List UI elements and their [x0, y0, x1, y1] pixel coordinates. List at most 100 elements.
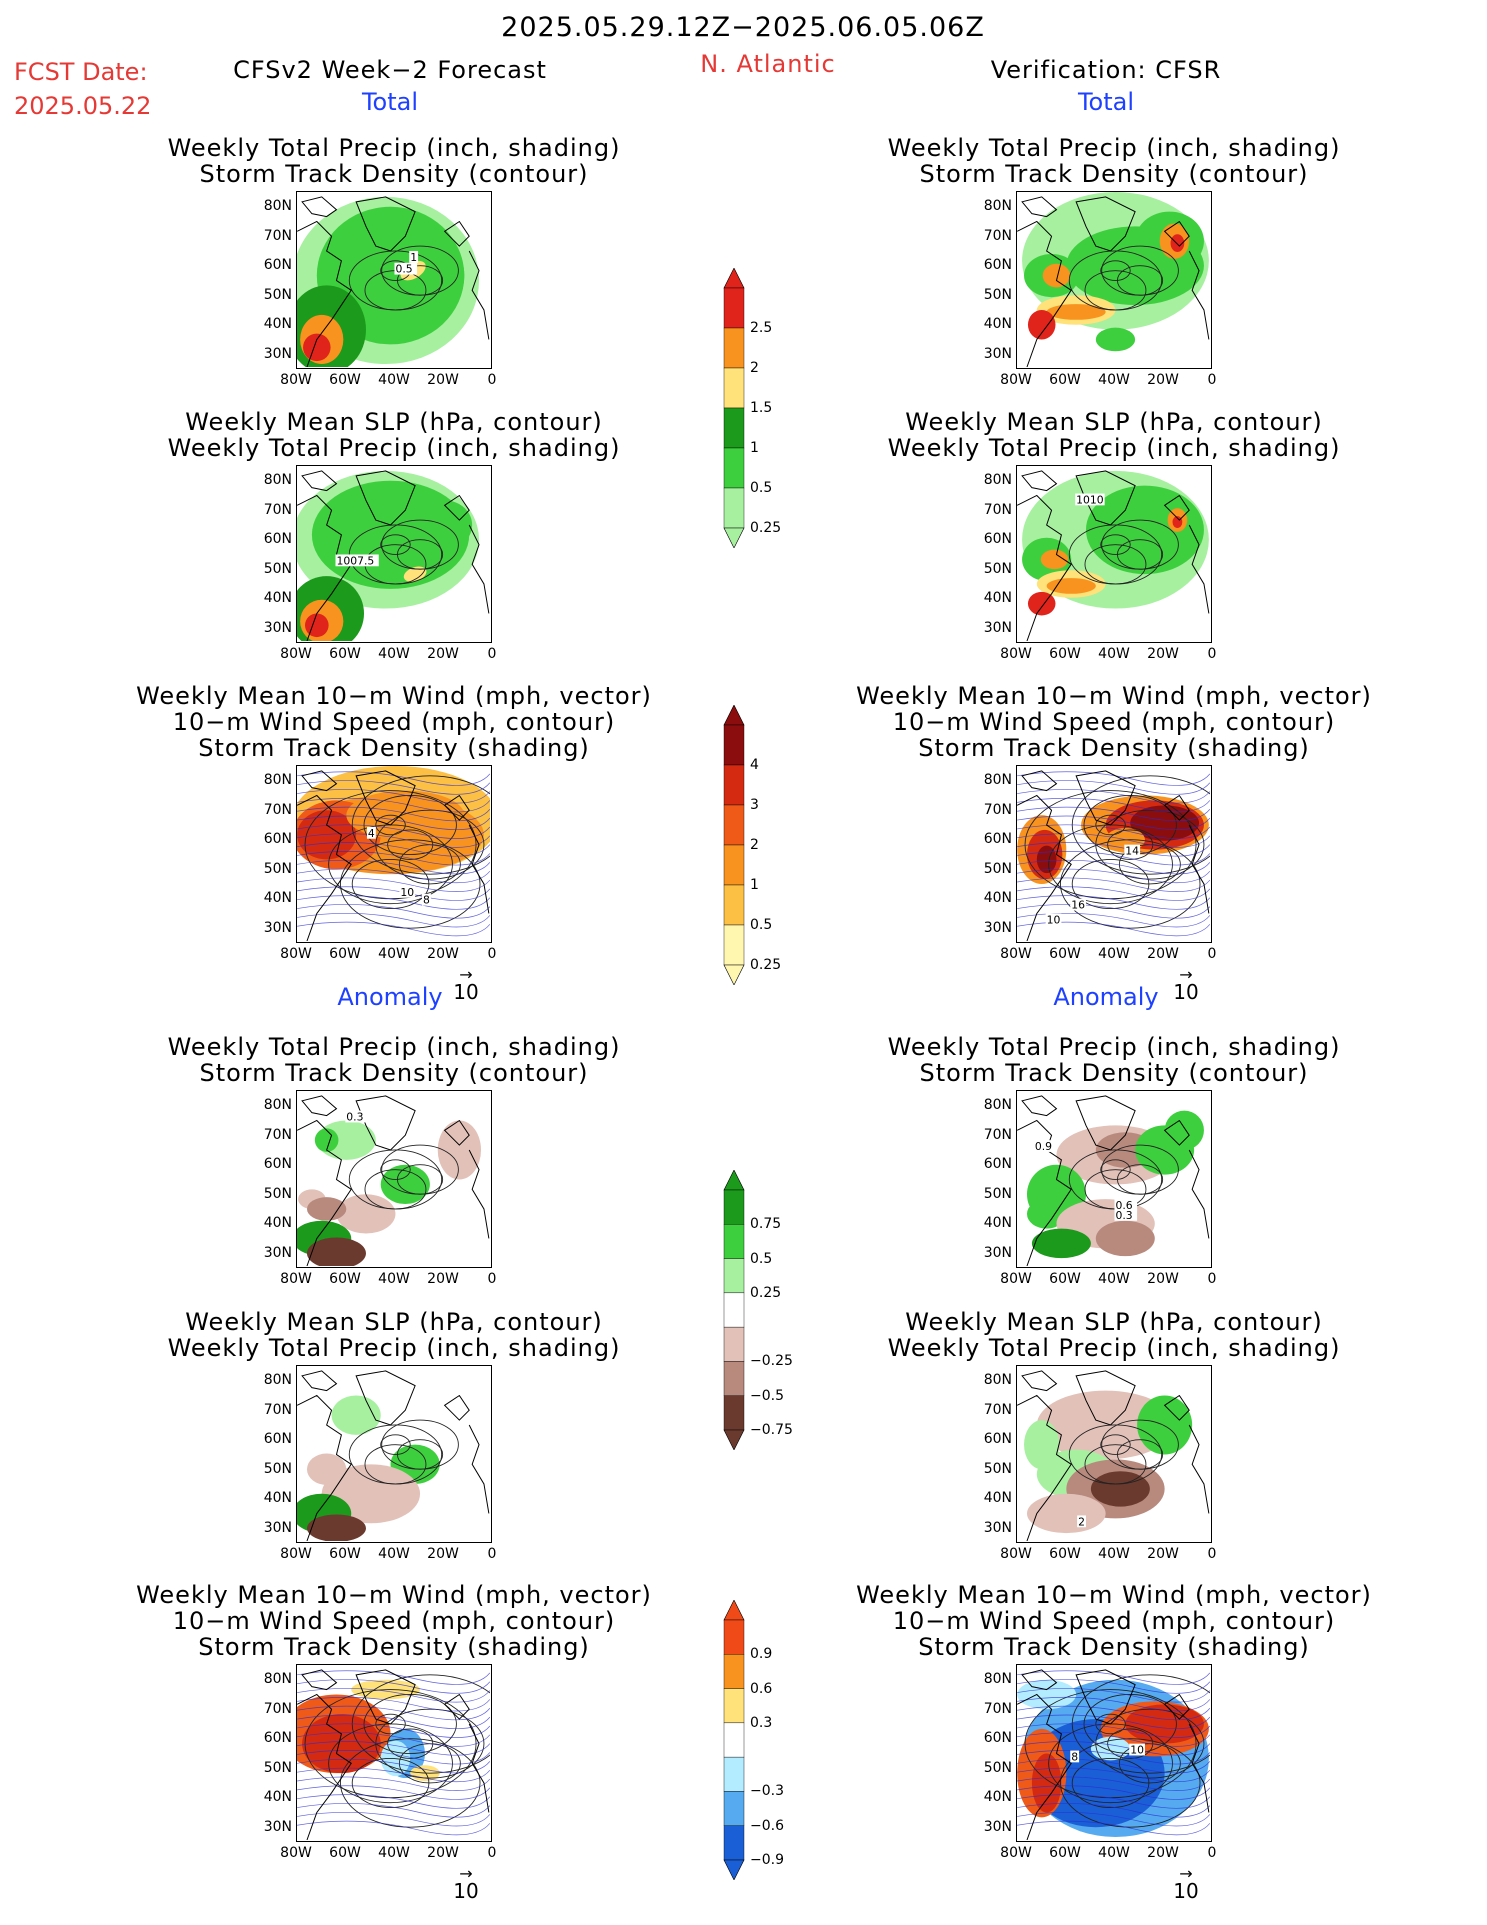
- lon-label: 0: [487, 1271, 497, 1287]
- coastline: [1021, 1095, 1058, 1117]
- colorbar-label: 1.5: [750, 400, 773, 416]
- svg-text:0.3: 0.3: [346, 1110, 363, 1123]
- coastline: [1188, 250, 1210, 340]
- panel-title: Storm Track Density (shading): [918, 734, 1310, 762]
- contour-line: [1100, 1434, 1131, 1455]
- vf-anom-wind-map: 10 8: [1016, 1664, 1212, 1842]
- lat-label: 80N: [263, 1372, 292, 1388]
- wind-vector-line: [297, 824, 490, 839]
- shading-region: [1026, 1199, 1067, 1229]
- lon-label: 60W: [1049, 946, 1081, 962]
- arrow-icon: →: [1179, 965, 1193, 984]
- wind-vector-line: [1017, 789, 1210, 804]
- lat-label: 70N: [263, 801, 292, 818]
- wind-vector-line: [1017, 1723, 1210, 1738]
- shading-region: [437, 1120, 481, 1180]
- vf-total-wind-map: 14 16 10: [1016, 765, 1212, 943]
- coastline: [355, 1370, 416, 1426]
- lat-label: 60N: [263, 831, 292, 847]
- colorbar-precip_anom: 0.75 0.5 0.25 −0.25 −0.5 −0.75: [722, 1169, 793, 1451]
- panel-title: Storm Track Density (contour): [919, 160, 1309, 188]
- lat-label: 50N: [983, 560, 1012, 577]
- contour-line: [1068, 1424, 1163, 1485]
- verification-title: Verification: CFSR: [990, 56, 1222, 84]
- lon-label: 40W: [1098, 946, 1130, 962]
- wind-vector-line: [297, 868, 490, 884]
- coastline: [1188, 824, 1210, 914]
- coastline: [301, 1095, 338, 1117]
- colorbar-label: 0.75: [750, 1216, 782, 1233]
- arrow-icon: →: [459, 965, 473, 984]
- vector-ref-value: 10: [1173, 1879, 1199, 1903]
- panel-title: 10−m Wind Speed (mph, contour): [172, 708, 616, 736]
- colorbar-segment: [723, 1326, 745, 1362]
- lat-label: 50N: [263, 560, 292, 577]
- coastline: [355, 196, 416, 252]
- shading-region: [1137, 1395, 1193, 1455]
- fc-total-precip-map: 1 0.5: [296, 191, 492, 369]
- coastline: [1021, 1370, 1058, 1392]
- lon-label: 60W: [329, 1271, 361, 1287]
- contour-line: [1095, 1713, 1126, 1735]
- lon-label: 20W: [427, 1271, 459, 1287]
- shading-region: [1027, 309, 1056, 340]
- wind-vector-line: [1017, 1776, 1210, 1791]
- contour-line: [1100, 260, 1131, 281]
- wind-vector-line: [1017, 780, 1210, 795]
- wind-vector-line: [297, 1714, 490, 1730]
- contour-line: [1059, 1738, 1201, 1828]
- wind-vector-line: [297, 1794, 490, 1809]
- lat-label: 60N: [263, 1156, 292, 1172]
- lat-label: 30N: [263, 919, 292, 936]
- contour-label: 0.6: [1114, 1199, 1138, 1212]
- colorbar-bottom-triangle: [723, 1859, 745, 1881]
- wind-vector-line: [297, 1820, 490, 1836]
- panel-title: Weekly Total Precip (inch, shading): [887, 1033, 1341, 1061]
- svg-text:2: 2: [1078, 1515, 1085, 1528]
- colorbar-top-triangle: [723, 1599, 745, 1621]
- lat-label: 60N: [263, 1431, 292, 1447]
- colorbar-segment: [723, 724, 745, 766]
- shading-region: [1170, 234, 1185, 252]
- colorbar-segment: [723, 1654, 745, 1689]
- coastline: [1075, 1370, 1136, 1426]
- vector-reference: → 10: [1166, 965, 1206, 1005]
- coastline: [1163, 220, 1190, 247]
- lon-label: 40W: [378, 1845, 410, 1861]
- contour-line: [351, 1757, 430, 1808]
- contour-line: [375, 809, 485, 880]
- wind-vector-line: [297, 1732, 490, 1747]
- colorbar-segment: [723, 1292, 745, 1328]
- colorbar-label: 2.5: [750, 320, 773, 336]
- lon-label: 20W: [1147, 372, 1179, 388]
- contour-line: [375, 1708, 485, 1779]
- coastline: [1017, 1693, 1072, 1840]
- lon-label: 60W: [329, 1845, 361, 1861]
- coastline: [1017, 1119, 1072, 1266]
- lat-label: 60N: [983, 257, 1012, 273]
- coastline: [301, 196, 338, 218]
- vector-reference: → 10: [446, 965, 486, 1005]
- vf-total-precip-map: [1016, 191, 1212, 369]
- lat-label: 60N: [263, 257, 292, 273]
- coastline: [1163, 494, 1190, 521]
- lat-label: 50N: [983, 1759, 1012, 1776]
- colorbar-segment: [723, 1258, 745, 1294]
- colorbar-segment: [723, 1224, 745, 1259]
- wind-vector-line: [1017, 1705, 1210, 1721]
- colorbar-segment: [723, 487, 745, 529]
- lat-label: 30N: [983, 919, 1012, 936]
- shading-region: [1024, 1420, 1060, 1470]
- shading-region: [1046, 304, 1106, 320]
- shading-region: [306, 1237, 366, 1266]
- coastline: [297, 220, 352, 367]
- panel-title: 10−m Wind Speed (mph, contour): [172, 1607, 616, 1635]
- shading-region: [306, 1197, 347, 1221]
- wind-vector-line: [1017, 904, 1210, 919]
- svg-text:1007.5: 1007.5: [336, 554, 374, 567]
- section-anomaly-verification: Anomaly: [1053, 983, 1159, 1011]
- shading-region: [1090, 1471, 1150, 1507]
- lat-label: 30N: [263, 1244, 292, 1261]
- lat-label: 40N: [263, 890, 292, 906]
- contour-line: [1100, 1159, 1131, 1180]
